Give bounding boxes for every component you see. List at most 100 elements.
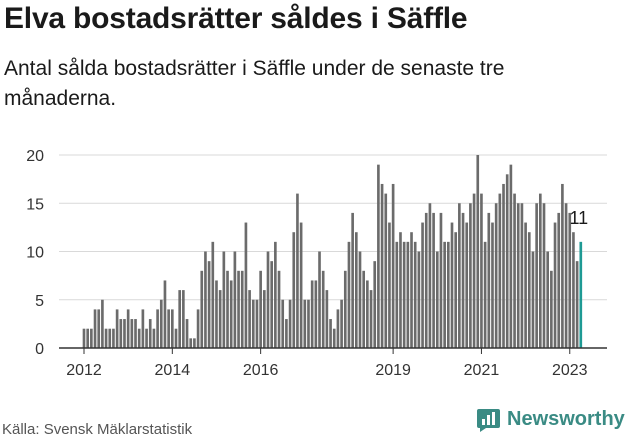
bar xyxy=(513,193,516,348)
x-tick-label: 2019 xyxy=(375,362,411,379)
bar xyxy=(325,290,329,348)
bar xyxy=(321,270,325,348)
bar xyxy=(399,232,402,348)
bar xyxy=(469,203,472,348)
bar xyxy=(527,232,531,348)
bar xyxy=(82,328,86,348)
bar xyxy=(229,280,233,348)
bar xyxy=(248,290,251,348)
x-tick-label: 2016 xyxy=(243,362,279,379)
bar xyxy=(395,241,399,348)
bar xyxy=(483,241,487,348)
bar xyxy=(535,203,538,348)
bar xyxy=(340,299,343,348)
bar xyxy=(211,241,215,348)
bar xyxy=(329,319,332,348)
bar xyxy=(307,299,310,348)
bar xyxy=(266,251,270,348)
bar xyxy=(182,290,185,348)
bar xyxy=(204,251,207,348)
brand-logo[interactable]: Newsworthy xyxy=(476,407,625,432)
bar xyxy=(388,222,391,348)
bar xyxy=(292,232,296,348)
bar xyxy=(480,193,483,348)
bar xyxy=(137,328,141,348)
bar xyxy=(277,270,281,348)
bar xyxy=(538,193,542,348)
bar xyxy=(450,222,454,348)
bar xyxy=(377,164,380,348)
bar xyxy=(428,203,432,348)
bar xyxy=(402,241,406,348)
bar xyxy=(233,251,237,348)
bar xyxy=(498,193,502,348)
bar xyxy=(310,280,314,348)
bar xyxy=(568,212,572,348)
bar xyxy=(358,251,362,348)
bar xyxy=(123,319,126,348)
bar xyxy=(336,309,340,348)
bar xyxy=(167,309,170,348)
bar xyxy=(564,203,568,348)
bar xyxy=(542,203,546,348)
bar xyxy=(115,309,119,348)
bar xyxy=(505,174,509,348)
bar xyxy=(446,241,450,348)
bar xyxy=(461,212,465,348)
y-tick-label: 10 xyxy=(26,245,44,262)
bar-chart: 0 5 10 15 20 11 2012 2014 2016 2019 2021 2023 xyxy=(26,148,607,379)
bar xyxy=(546,251,550,348)
bar xyxy=(380,183,384,348)
bar xyxy=(362,270,366,348)
bar xyxy=(454,232,458,348)
bar xyxy=(354,232,358,348)
bar xyxy=(240,270,244,348)
bar xyxy=(255,299,259,348)
bar xyxy=(222,251,226,348)
bar xyxy=(491,222,494,348)
bar xyxy=(270,261,274,348)
bar xyxy=(303,299,307,348)
bar xyxy=(152,328,156,348)
bar xyxy=(101,299,104,348)
bar xyxy=(189,338,193,348)
bar xyxy=(163,280,167,348)
y-tick-label: 0 xyxy=(35,341,44,358)
x-tick-label: 2021 xyxy=(464,362,500,379)
bar xyxy=(413,241,417,348)
highlight-bar xyxy=(579,241,583,348)
y-tick-label: 5 xyxy=(35,293,44,310)
bar xyxy=(148,319,152,348)
bar xyxy=(572,232,575,348)
bar xyxy=(281,299,285,348)
bar xyxy=(174,328,178,348)
source-note: Källa: Svensk Mäklarstatistik xyxy=(2,421,193,438)
bar xyxy=(494,203,498,348)
bar xyxy=(557,212,561,348)
bar xyxy=(288,299,292,348)
bar xyxy=(207,261,211,348)
bar xyxy=(487,212,491,348)
bar xyxy=(104,328,108,348)
bar xyxy=(108,328,112,348)
bar xyxy=(119,319,123,348)
bar xyxy=(262,290,266,348)
bar xyxy=(237,270,240,348)
bar xyxy=(458,203,461,348)
bar xyxy=(443,241,446,348)
bar xyxy=(472,193,476,348)
bar xyxy=(156,309,159,348)
bar xyxy=(226,270,229,348)
bar xyxy=(439,212,443,348)
bar xyxy=(296,193,299,348)
bar xyxy=(299,222,303,348)
bar xyxy=(159,299,163,348)
y-tick-label: 20 xyxy=(26,148,44,165)
bar xyxy=(93,309,97,348)
bar xyxy=(476,155,480,348)
bar xyxy=(432,212,435,348)
chart-title: Elva bostadsrätter såldes i Säffle xyxy=(4,2,468,35)
bar xyxy=(561,183,564,348)
bar xyxy=(435,251,439,348)
bar xyxy=(516,203,520,348)
